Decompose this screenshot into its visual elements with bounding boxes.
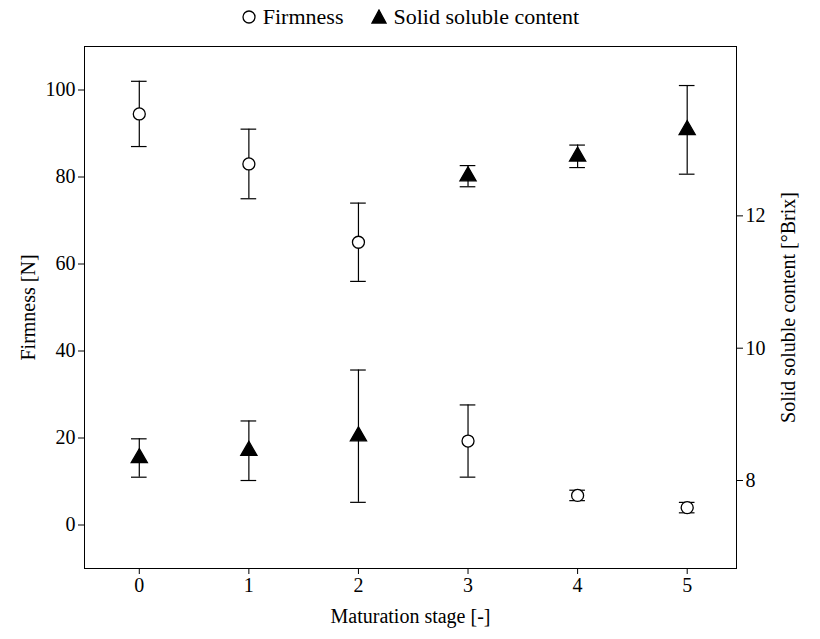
svg-text:4: 4 [573,574,583,596]
svg-text:5: 5 [682,574,692,596]
html-text:Solid soluble content: Solid soluble content [393,4,580,29]
svg-text:2: 2 [353,574,363,596]
svg-text:0: 0 [134,574,144,596]
svg-text:20: 20 [56,426,76,448]
html-text:Firmness: Firmness [262,4,344,29]
svg-text:100: 100 [46,78,76,100]
svg-text:Firmness [N]: Firmness [N] [17,254,39,360]
svg-text:12: 12 [746,204,766,226]
svg-text:10: 10 [746,337,766,359]
svg-text:0: 0 [66,513,76,535]
svg-text:3: 3 [463,574,473,596]
svg-text:1: 1 [244,574,254,596]
svg-text:Maturation stage [-]: Maturation stage [-] [331,605,491,628]
svg-text:Solid soluble content [°Brix]: Solid soluble content [°Brix] [777,192,799,423]
svg-text:80: 80 [56,165,76,187]
svg-text:8: 8 [746,469,756,491]
svg-text:60: 60 [56,252,76,274]
svg-text:40: 40 [56,339,76,361]
